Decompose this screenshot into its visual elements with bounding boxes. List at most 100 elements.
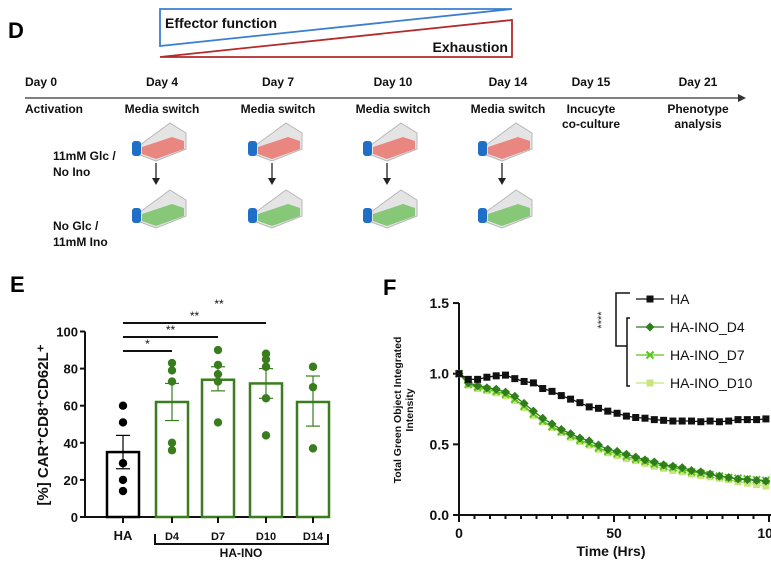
f-point-HA	[743, 416, 751, 424]
f-point-HA	[585, 403, 593, 411]
f-point-HA-INO_D4	[714, 471, 724, 481]
e-point-D7	[213, 345, 223, 355]
f-point-HA	[762, 415, 770, 423]
f-legend-item-HA-INO_D7: HA-INO_D7	[636, 347, 745, 363]
f-legend-item-HA-INO_D10: HA-INO_D10	[636, 375, 753, 391]
timeline-event-label-line2: co-culture	[562, 117, 620, 131]
e-point-HA	[118, 459, 128, 468]
e-point-HA	[118, 418, 128, 427]
f-point-HA	[464, 375, 472, 383]
f-point-HA	[483, 373, 491, 381]
e-y-axis-label: [%] CAR⁺CD8⁺CD62L⁺	[35, 344, 52, 505]
f-y-tick-label: 0.0	[430, 507, 450, 523]
f-point-HA	[539, 385, 547, 393]
f-series-HA	[455, 370, 770, 426]
condition-bottom-line2: 11mM Ino	[53, 235, 108, 249]
f-legend-item-HA-INO_D4: HA-INO_D4	[636, 319, 745, 335]
e-point-HA	[118, 486, 128, 496]
f-point-HA	[715, 418, 723, 426]
timeline-event-label: Media switch	[125, 102, 200, 116]
e-point-D7	[213, 377, 223, 386]
flask-medium	[142, 137, 184, 159]
flask-medium	[488, 137, 530, 159]
flask-cap	[363, 208, 372, 223]
f-significance-bracket-inner	[626, 317, 630, 387]
e-point-D10	[261, 431, 271, 440]
f-x-tick-label: 50	[606, 525, 622, 541]
f-point-HA-INO_D4	[687, 465, 696, 475]
f-point-HA	[520, 377, 528, 385]
f-significance-bracket-outer	[615, 292, 630, 347]
f-point-HA	[557, 392, 565, 400]
flask-medium	[488, 204, 530, 226]
flask-medium	[258, 137, 300, 159]
flask-medium	[142, 204, 184, 226]
f-legend-label: HA-INO_D4	[670, 319, 745, 335]
timeline-event-label-line2: analysis	[674, 117, 722, 131]
f-line-HA-INO_D4	[458, 373, 766, 482]
f-legend-item-HA: HA	[636, 291, 690, 307]
f-point-HA-INO_D4	[594, 440, 603, 450]
down-arrow-icon	[152, 178, 160, 185]
f-point-HA-INO_D4	[473, 381, 483, 391]
e-significance-stars: **	[214, 297, 224, 311]
e-point-D7	[213, 369, 223, 379]
f-point-HA	[604, 407, 612, 415]
e-x-tick-label-HA: HA	[114, 528, 133, 543]
f-series-HA-INO_D4	[454, 369, 771, 486]
f-point-HA	[622, 412, 630, 420]
flask-medium	[373, 137, 415, 159]
f-point-HA	[613, 409, 621, 417]
f-point-HA-INO_D4	[501, 387, 510, 397]
f-point-HA-INO_D4	[640, 455, 650, 465]
f-point-HA-INO_D4	[603, 444, 613, 454]
e-point-D4	[167, 377, 177, 386]
timeline-day-label: Day 14	[489, 75, 528, 89]
down-arrow-icon	[498, 178, 506, 185]
f-point-HA-INO_D4	[612, 446, 622, 456]
e-point-D14	[308, 382, 318, 392]
bar-chart-cd62l: [%] CAR⁺CD8⁺CD62L⁺ HA-INO 0 20 40 60 80 100 HA…	[35, 297, 331, 560]
f-point-HA-INO_D4	[575, 433, 585, 443]
exhaustion-triangle	[159, 19, 513, 58]
flask-cap	[248, 141, 257, 156]
f-y-tick-label: 1.5	[430, 295, 450, 311]
condition-bottom-label: No Glc / 11mM Ino	[53, 219, 108, 249]
condition-top-line1: 11mM Glc /	[53, 149, 116, 163]
f-point-HA	[492, 372, 500, 380]
e-significance-stars: *	[145, 337, 150, 351]
e-point-D7	[213, 418, 223, 427]
e-y-tick-label: 80	[64, 362, 78, 377]
timeline-day-label: Day 0	[25, 75, 57, 89]
e-point-D4	[167, 438, 177, 447]
f-point-HA	[474, 375, 482, 383]
e-y-tick-label: 60	[64, 399, 78, 414]
timeline-event-label: Media switch	[241, 102, 316, 116]
f-point-HA-INO_D4	[547, 419, 557, 429]
f-point-HA	[576, 399, 584, 407]
flask-cap	[478, 141, 487, 156]
f-point-HA-INO_D4	[649, 457, 659, 467]
e-point-HA	[118, 401, 128, 410]
f-point-HA-INO_D4	[584, 436, 594, 446]
e-significance-stars: **	[190, 309, 200, 323]
e-group-bracket	[154, 534, 329, 545]
f-point-HA	[529, 379, 537, 387]
f-significance-label: ****	[596, 311, 608, 329]
f-point-HA-INO_D4	[528, 406, 538, 416]
f-legend-label: HA-INO_D7	[670, 347, 745, 363]
e-point-D14	[308, 444, 318, 453]
f-legend-label: HA-INO_D10	[670, 375, 753, 391]
timeline-event-label: Phenotype	[667, 102, 729, 116]
f-point-HA-INO_D4	[724, 473, 734, 483]
culture-flask-icon	[478, 122, 533, 162]
f-legend-label: HA	[670, 291, 690, 307]
f-point-HA-INO_D4	[566, 429, 576, 439]
e-x-tick-label-D14: D14	[303, 531, 324, 543]
e-significance-stars: **	[166, 323, 176, 337]
f-x-tick-label: 0	[455, 525, 463, 541]
culture-flask-icon	[478, 189, 533, 229]
f-point-HA-INO_D4	[556, 425, 566, 435]
e-y-tick-label: 0	[71, 510, 78, 525]
